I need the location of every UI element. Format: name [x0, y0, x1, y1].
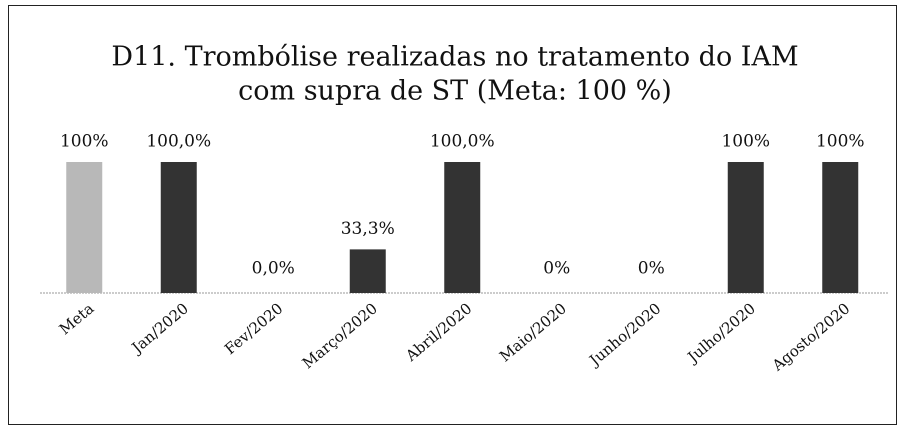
bar	[727, 162, 764, 293]
bar	[444, 162, 481, 293]
chart-title: com supra de ST (Meta: 100 %)	[238, 76, 672, 107]
value-label: 100%	[60, 132, 109, 152]
chart-title: D11. Trombólise realizadas no tratamento…	[111, 42, 798, 73]
bar	[66, 162, 103, 293]
value-label: 100%	[816, 132, 865, 152]
bar	[822, 162, 859, 293]
value-label: 0%	[638, 259, 665, 279]
bar	[349, 249, 386, 293]
value-label: 100%	[721, 132, 770, 152]
value-label: 33,3%	[341, 219, 395, 239]
value-label: 100,0%	[146, 132, 211, 152]
value-label: 100,0%	[430, 132, 495, 152]
bar	[160, 162, 197, 293]
value-label: 0%	[543, 259, 570, 279]
value-label: 0,0%	[252, 259, 295, 279]
